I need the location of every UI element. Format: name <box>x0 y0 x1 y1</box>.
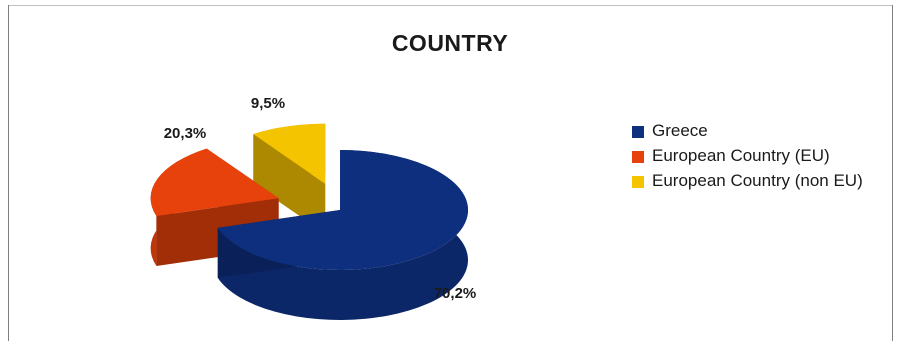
frame-right-border <box>892 5 893 341</box>
pie-slice-top-2 <box>253 123 326 184</box>
legend-item-greece: Greece <box>632 120 887 141</box>
pie-slice-0 <box>217 150 468 321</box>
legend-label-non-eu: European Country (non EU) <box>652 171 863 190</box>
pie-slice-1 <box>150 148 279 267</box>
pie-label-1: 20,3% <box>164 125 207 142</box>
pie-slice-2 <box>253 123 326 234</box>
pie-chart: 70,2% 20,3% 9,5% <box>150 95 477 321</box>
pie-slice-wall-2-0 <box>253 134 326 234</box>
legend-item-eu: European Country (EU) <box>632 145 887 166</box>
legend-swatch-non-eu <box>632 176 644 188</box>
frame-left-border <box>8 5 9 341</box>
pie-label-2: 9,5% <box>251 95 285 112</box>
pie-slice-top-0 <box>217 150 468 270</box>
legend-label-greece: Greece <box>652 121 708 140</box>
pie-label-0: 70,2% <box>434 285 477 302</box>
pie-slice-top-1 <box>150 148 279 217</box>
legend-swatch-eu <box>632 151 644 163</box>
chart-title: COUNTRY <box>391 30 509 56</box>
legend-item-non-eu: European Country (non EU) <box>632 170 887 191</box>
frame-top-border <box>8 5 893 6</box>
legend-swatch-greece <box>632 126 644 138</box>
legend: Greece European Country (EU) European Co… <box>632 120 887 195</box>
legend-label-eu: European Country (EU) <box>652 146 830 165</box>
